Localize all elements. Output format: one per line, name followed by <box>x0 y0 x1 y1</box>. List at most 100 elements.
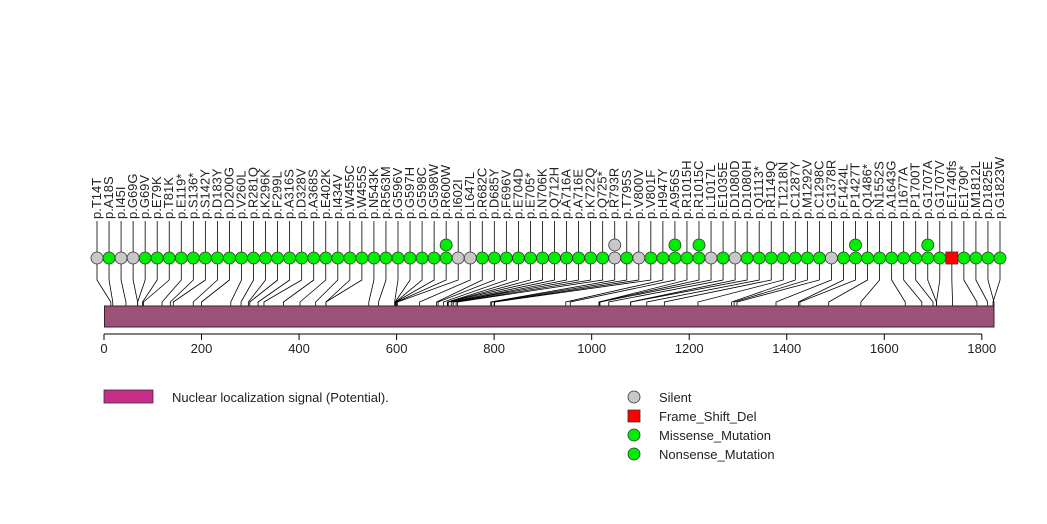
marker-p-q725[interactable] <box>596 251 610 265</box>
marker-p-r1015h[interactable] <box>680 251 694 265</box>
marker-p-t14t[interactable] <box>90 251 104 265</box>
marker-p-g69v[interactable] <box>138 251 152 265</box>
marker-p-e704d[interactable] <box>512 251 525 265</box>
marker-p-a316s[interactable] <box>283 251 297 265</box>
marker-p-w455s[interactable] <box>355 251 369 265</box>
mutation-label-p-i45i: p.I45I <box>113 186 128 219</box>
connector-p-q725 <box>457 258 604 306</box>
marker-p-m1812l[interactable] <box>969 251 983 265</box>
marker-p-q712h[interactable] <box>548 251 561 265</box>
marker-p-l647l[interactable] <box>463 251 477 265</box>
marker-p-r793r[interactable] <box>608 251 622 265</box>
marker-p-g1378r[interactable] <box>825 251 838 265</box>
marker-p-d1080h[interactable] <box>740 251 754 265</box>
marker-p-h947y[interactable] <box>656 251 670 265</box>
marker-p-i1677a[interactable] <box>897 251 911 265</box>
marker-p-e1790[interactable] <box>957 251 971 265</box>
marker-p-l1017l[interactable] <box>704 251 718 265</box>
connector-p-v801f <box>494 258 652 306</box>
marker-p-a18s[interactable] <box>102 251 116 265</box>
marker-p-r1015c-2[interactable] <box>692 238 706 252</box>
marker-p-g596v[interactable] <box>391 251 405 265</box>
marker-p-n706k[interactable] <box>536 251 549 265</box>
marker-p-i602i[interactable] <box>451 251 465 265</box>
mutation-label-p-g597h: p.G597H <box>402 167 417 219</box>
marker-p-s142y[interactable] <box>198 251 212 265</box>
marker-p-r600w-2[interactable] <box>439 238 453 252</box>
marker-p-p1427t-2[interactable] <box>849 238 862 252</box>
connector-p-m1812l <box>975 258 989 306</box>
marker-p-r563m[interactable] <box>379 251 393 265</box>
connector-p-c1287y <box>731 258 796 306</box>
marker-p-g1707a[interactable] <box>921 251 935 265</box>
connector-p-d328v <box>263 258 303 306</box>
mutation-label-p-e79k: p.E79K <box>149 176 164 219</box>
marker-p-v800v[interactable] <box>632 251 646 265</box>
marker-p-c1298c[interactable] <box>813 251 826 265</box>
marker-p-i45i[interactable] <box>114 251 128 265</box>
marker-p-t81k[interactable] <box>162 251 176 265</box>
marker-p-e1035e[interactable] <box>716 251 730 265</box>
marker-p-e705[interactable] <box>524 251 537 265</box>
connector-p-a1643g <box>891 258 906 306</box>
marker-p-r1149q[interactable] <box>764 251 778 265</box>
marker-p-e402k[interactable] <box>319 251 333 265</box>
marker-p-g598w[interactable] <box>427 251 441 265</box>
mutation-labels: p.T14Tp.A18Sp.I45Ip.G69Gp.G69Vp.E79Kp.T8… <box>89 156 1007 219</box>
marker-p-p1700t[interactable] <box>909 251 923 265</box>
marker-p-d1080d[interactable] <box>728 251 742 265</box>
marker-p-c1287y[interactable] <box>788 251 802 265</box>
marker-p-q1486[interactable] <box>861 251 874 265</box>
marker-p-d200g[interactable] <box>223 251 236 265</box>
marker-p-t795s[interactable] <box>620 251 634 265</box>
marker-p-g69g[interactable] <box>126 251 140 265</box>
marker-p-a956s-2[interactable] <box>668 238 682 252</box>
marker-p-r682c[interactable] <box>475 251 489 265</box>
marker-p-a956s[interactable] <box>668 251 682 265</box>
connector-p-e402k <box>299 258 327 306</box>
marker-p-g1823w[interactable] <box>993 251 1007 265</box>
marker-p-g1707v[interactable] <box>933 251 947 265</box>
marker-p-v801f[interactable] <box>644 251 658 265</box>
marker-p-a716e[interactable] <box>572 251 585 265</box>
mutation-label-p-n706k: p.N706K <box>534 168 549 219</box>
marker-p-q1113[interactable] <box>752 251 766 265</box>
marker-p-e79k[interactable] <box>150 251 164 265</box>
marker-p-t1218n[interactable] <box>776 251 790 265</box>
marker-p-k722q[interactable] <box>584 251 598 265</box>
marker-p-n543k[interactable] <box>367 251 381 265</box>
marker-p-a368s[interactable] <box>307 251 321 265</box>
marker-p-a716a[interactable] <box>560 251 573 265</box>
marker-p-a1643g[interactable] <box>885 251 899 265</box>
connector-p-s142y <box>172 258 206 306</box>
marker-p-k296k[interactable] <box>259 251 272 265</box>
marker-p-f1424l[interactable] <box>837 251 850 265</box>
mutation-label-p-a956s: p.A956S <box>667 169 682 219</box>
marker-p-v260l[interactable] <box>235 251 248 265</box>
marker-p-f299l[interactable] <box>271 251 285 265</box>
marker-p-f696v[interactable] <box>499 251 513 265</box>
marker-p-g1707a-2[interactable] <box>921 238 935 252</box>
marker-p-d328v[interactable] <box>295 251 309 265</box>
protein-domain-bar <box>103 305 995 328</box>
marker-p-i434v[interactable] <box>331 251 345 265</box>
marker-p-n1552s[interactable] <box>873 251 886 265</box>
marker-p-p1427t[interactable] <box>849 251 862 265</box>
marker-p-d685y[interactable] <box>487 251 501 265</box>
marker-p-d1825e[interactable] <box>981 251 995 265</box>
marker-p-e1740fs[interactable] <box>945 251 959 265</box>
marker-p-r793r-2[interactable] <box>608 238 622 252</box>
marker-p-r600w[interactable] <box>439 251 453 265</box>
marker-p-r1015c[interactable] <box>692 251 706 265</box>
marker-p-s136[interactable] <box>186 251 200 265</box>
marker-p-g598c[interactable] <box>415 251 429 265</box>
marker-p-e119[interactable] <box>174 251 188 265</box>
marker-p-g597h[interactable] <box>403 251 417 265</box>
marker-p-m1292v[interactable] <box>800 251 814 265</box>
marker-p-w455c[interactable] <box>343 251 357 265</box>
mutation-label-p-e119: p.E119* <box>173 174 188 219</box>
marker-p-r281q[interactable] <box>247 251 260 265</box>
x-tick-label-1600: 1600 <box>870 341 899 356</box>
marker-p-d183y[interactable] <box>210 251 224 265</box>
mutation-label-p-a716a: p.A716A <box>559 169 574 219</box>
